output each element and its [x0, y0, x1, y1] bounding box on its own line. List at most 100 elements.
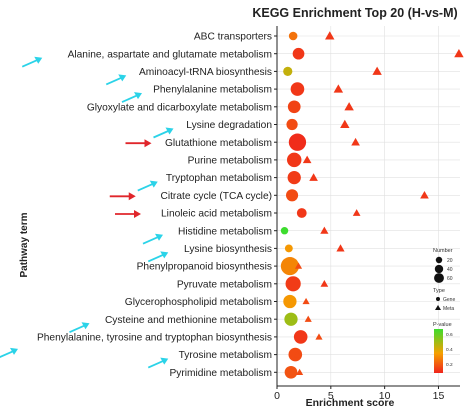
annotation-arrow — [21, 56, 43, 68]
legend-number-dot — [434, 273, 444, 283]
cyan-arrow-head — [81, 322, 90, 330]
meta-point — [340, 119, 350, 129]
legend-type-gene-label: Gene — [443, 297, 455, 303]
legend-number-label: 40 — [447, 267, 453, 273]
gene-point — [287, 152, 302, 168]
pathway-label: Cysteine and methionine metabolism — [105, 315, 272, 326]
gene-point — [283, 294, 297, 309]
pathway-label: Alanine, aspartate and glutamate metabol… — [68, 49, 272, 60]
cyan-arrow-head — [10, 347, 18, 355]
meta-point — [344, 102, 354, 111]
meta-point — [372, 66, 382, 75]
annotation-arrow — [153, 127, 174, 139]
gene-point — [280, 226, 289, 235]
pathway-label: Lysine biosynthesis — [184, 244, 272, 255]
pathway-label: ABC transporters — [194, 32, 272, 43]
red-arrow-head — [134, 210, 141, 218]
legend-number-dot — [434, 264, 444, 274]
annotation-arrow — [137, 180, 158, 192]
chart-title: KEGG Enrichment Top 20 (H-vs-M) — [252, 6, 457, 20]
x-tick-label: 15 — [433, 390, 445, 402]
pathway-label: Phenylalanine metabolism — [153, 85, 272, 96]
cyan-arrow-head — [118, 74, 127, 82]
pathway-label: Glutathione metabolism — [165, 138, 272, 149]
pathway-label: Pyruvate metabolism — [177, 279, 272, 290]
pathway-label: Tryptophan metabolism — [166, 173, 272, 184]
meta-point — [333, 84, 344, 93]
pathway-label: Lysine degradation — [186, 120, 272, 131]
gene-point — [284, 312, 298, 326]
gene-point — [283, 66, 293, 76]
annotation-arrow — [115, 210, 141, 218]
legend-number-title: Number — [433, 248, 453, 254]
gene-point — [280, 257, 299, 276]
meta-point — [315, 333, 323, 340]
legend-type-meta-marker — [435, 305, 441, 310]
gene-point — [296, 208, 307, 218]
annotation-arrow — [0, 347, 18, 359]
cyan-arrow-head — [155, 233, 163, 241]
annotation-arrow — [142, 233, 163, 245]
x-tick-label: 5 — [328, 390, 334, 402]
axes: 0 5 10 15 — [274, 26, 460, 402]
pathway-label: Phenylalanine, tyrosine and tryptophan b… — [37, 333, 272, 344]
meta-point — [320, 279, 329, 287]
meta-point — [294, 262, 303, 269]
pathway-label: Purine metabolism — [188, 156, 272, 167]
gene-point — [287, 100, 301, 114]
x-axis-label: Enrichment score — [306, 397, 395, 409]
gene-point — [288, 31, 298, 41]
y-axis-label: Pathway term — [19, 212, 30, 277]
legend-number-label: 60 — [447, 276, 453, 282]
annotation-arrow — [121, 92, 142, 103]
pathway-labels: ABC transporters Alanine, aspartate and g… — [37, 32, 272, 379]
pathway-label: Pyrimidine metabolism — [170, 368, 272, 379]
gene-point — [284, 244, 293, 253]
cyan-arrow-head — [149, 180, 158, 188]
x-tick-label: 0 — [274, 390, 280, 402]
gene-point — [286, 118, 298, 131]
annotation-arrow — [69, 322, 90, 334]
legend-pvalue-title: P-value — [433, 322, 452, 328]
meta-point — [302, 155, 312, 164]
pathway-label: Aminoacyl-tRNA biosynthesis — [139, 67, 272, 78]
legend-number-label: 20 — [447, 258, 453, 264]
meta-point — [296, 368, 304, 375]
red-arrow-head — [144, 139, 152, 148]
meta-point — [454, 48, 464, 58]
meta-point — [420, 190, 429, 199]
annotation-arrows — [0, 56, 174, 369]
annotation-arrow — [147, 251, 169, 263]
gene-point — [285, 276, 301, 292]
pathway-label: Glyoxylate and dicarboxylate metabolism — [87, 102, 272, 113]
meta-point — [320, 226, 329, 234]
annotation-arrow — [105, 74, 127, 86]
pathway-label: Phenylpropanoid biosynthesis — [137, 262, 272, 273]
data-markers — [280, 31, 464, 379]
cyan-arrow-head — [134, 92, 142, 100]
annotation-arrow — [109, 192, 136, 201]
meta-point — [352, 209, 361, 216]
pathway-label: Citrate cycle (TCA cycle) — [160, 191, 272, 202]
legend-type-meta-label: Meta — [443, 306, 454, 312]
cyan-arrow-head — [34, 56, 43, 64]
pathway-label: Tyrosine metabolism — [179, 350, 272, 361]
annotation-arrow — [125, 139, 152, 148]
gene-point — [288, 133, 307, 151]
legend-pvalue-colorbar — [434, 329, 443, 373]
gene-point — [288, 347, 303, 362]
meta-point — [336, 244, 345, 252]
cyan-arrow-head — [160, 357, 169, 365]
meta-point — [351, 137, 360, 146]
cyan-arrow-head — [160, 251, 169, 259]
legend-type-title: Type — [433, 288, 445, 294]
meta-point — [293, 351, 302, 358]
gene-point — [284, 365, 298, 379]
gene-point — [287, 170, 301, 185]
legend-pvalue-label: 0.4 — [446, 347, 453, 353]
cyan-arrow-head — [165, 127, 174, 135]
meta-point — [302, 297, 310, 305]
gene-point — [293, 330, 308, 344]
annotation-arrow — [147, 357, 169, 369]
